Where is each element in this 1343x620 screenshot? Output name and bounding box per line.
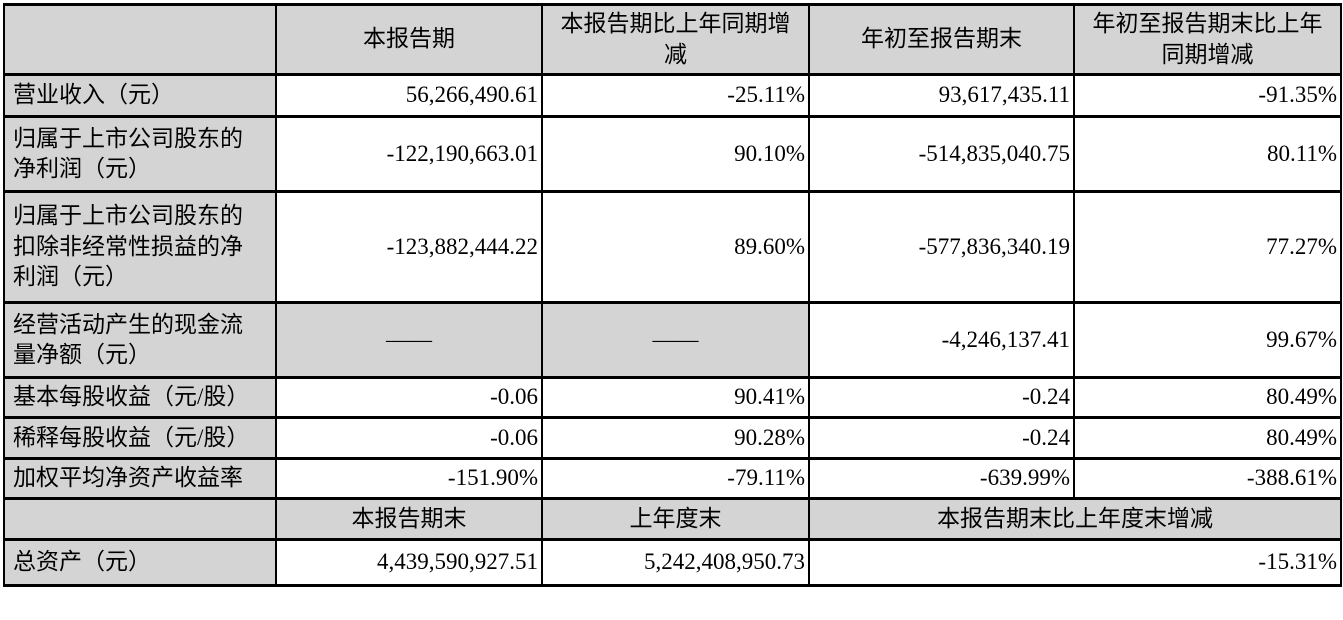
row-label: 总资产（元） [3, 538, 277, 587]
header-current-period-yoy: 本报告期比上年同期增 减 [541, 3, 810, 76]
row-label: 营业收入（元） [3, 73, 277, 118]
table-cell: -388.61% [1073, 457, 1342, 500]
table-cell: 5,242,408,950.73 [541, 538, 810, 587]
header-ytd-yoy: 年初至报告期末比上年 同期增减 [1073, 3, 1342, 76]
row-label: 归属于上市公司股东的 净利润（元） [3, 115, 277, 193]
table-cell: -123,882,444.22 [275, 190, 543, 304]
table-cell-na: —— [541, 301, 810, 379]
table-cell: -122,190,663.01 [275, 115, 543, 193]
table-cell: -25.11% [541, 73, 810, 118]
table-header-row-2: 本报告期末 上年度末 本报告期末比上年度末增减 [3, 497, 1342, 541]
table-cell: -79.11% [541, 457, 810, 500]
table-cell: 56,266,490.61 [275, 73, 543, 118]
table-cell: -151.90% [275, 457, 543, 500]
table-cell: 4,439,590,927.51 [275, 538, 543, 587]
table-cell: 90.10% [541, 115, 810, 193]
header-prior-year-end: 上年度末 [541, 497, 810, 541]
table-row-basic-eps: 基本每股收益（元/股） -0.06 90.41% -0.24 80.49% [3, 376, 1342, 419]
table-cell: -577,836,340.19 [808, 190, 1075, 304]
row-label: 基本每股收益（元/股） [3, 376, 277, 419]
table-cell: 99.67% [1073, 301, 1342, 379]
table-row-operating-revenue: 营业收入（元） 56,266,490.61 -25.11% 93,617,435… [3, 73, 1342, 118]
header-current-period: 本报告期 [275, 3, 543, 76]
table-cell: -0.24 [808, 416, 1075, 460]
table-cell-na: —— [275, 301, 543, 379]
header-current-period-end: 本报告期末 [275, 497, 543, 541]
header-period-end-vs-prior-year-end: 本报告期末比上年度末增减 [808, 497, 1342, 541]
table-header-row-1: 本报告期 本报告期比上年同期增 减 年初至报告期末 年初至报告期末比上年 同期增… [3, 3, 1342, 76]
table-row-weighted-avg-roe: 加权平均净资产收益率 -151.90% -79.11% -639.99% -38… [3, 457, 1342, 500]
table-row-net-profit-excl-nonrecurring: 归属于上市公司股东的 扣除非经常性损益的净 利润（元） -123,882,444… [3, 190, 1342, 304]
table-cell: -514,835,040.75 [808, 115, 1075, 193]
table-cell: 93,617,435.11 [808, 73, 1075, 118]
table-cell: 89.60% [541, 190, 810, 304]
table-row-operating-cash-flow: 经营活动产生的现金流 量净额（元） —— —— -4,246,137.41 99… [3, 301, 1342, 379]
table-row-diluted-eps: 稀释每股收益（元/股） -0.06 90.28% -0.24 80.49% [3, 416, 1342, 460]
table-cell: 77.27% [1073, 190, 1342, 304]
header-corner-cell-2 [3, 497, 277, 541]
header-corner-cell [3, 3, 277, 76]
header-ytd: 年初至报告期末 [808, 3, 1075, 76]
table-cell: -0.06 [275, 416, 543, 460]
table-cell: 80.49% [1073, 376, 1342, 419]
table-cell: -0.24 [808, 376, 1075, 419]
table-cell: 80.49% [1073, 416, 1342, 460]
table-cell: 90.28% [541, 416, 810, 460]
table-cell: -0.06 [275, 376, 543, 419]
table-cell: -91.35% [1073, 73, 1342, 118]
row-label: 归属于上市公司股东的 扣除非经常性损益的净 利润（元） [3, 190, 277, 304]
table-cell: -4,246,137.41 [808, 301, 1075, 379]
row-label: 加权平均净资产收益率 [3, 457, 277, 500]
table-row-net-profit: 归属于上市公司股东的 净利润（元） -122,190,663.01 90.10%… [3, 115, 1342, 193]
table-cell: -639.99% [808, 457, 1075, 500]
row-label: 稀释每股收益（元/股） [3, 416, 277, 460]
table-cell: -15.31% [808, 538, 1342, 587]
table-cell: 80.11% [1073, 115, 1342, 193]
table-row-total-assets: 总资产（元） 4,439,590,927.51 5,242,408,950.73… [3, 538, 1342, 587]
row-label: 经营活动产生的现金流 量净额（元） [3, 301, 277, 379]
table-cell: 90.41% [541, 376, 810, 419]
key-financials-table: 本报告期 本报告期比上年同期增 减 年初至报告期末 年初至报告期末比上年 同期增… [3, 3, 1342, 587]
